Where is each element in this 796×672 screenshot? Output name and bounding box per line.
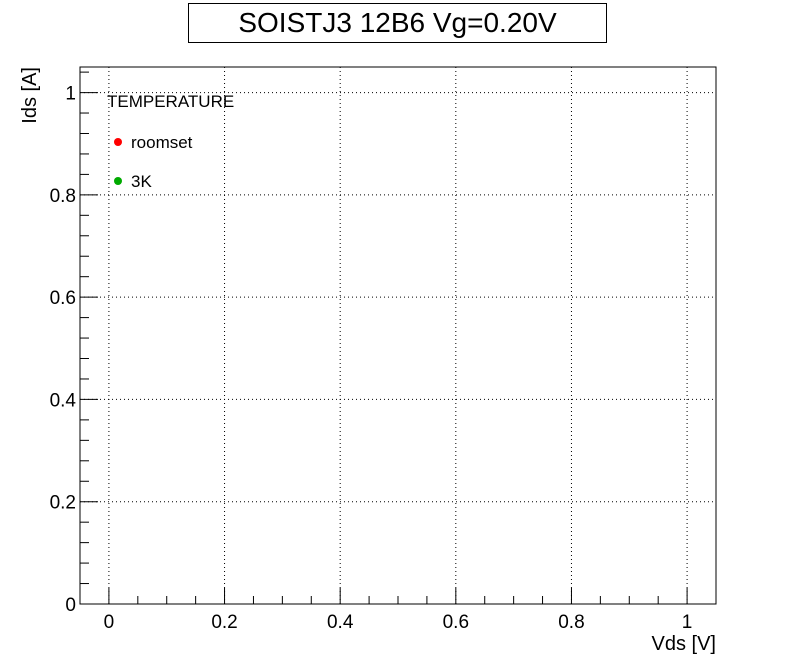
y-tick-label: 0.6 — [50, 288, 76, 309]
legend-marker-roomset — [114, 138, 122, 146]
y-tick-labels: 0 0.2 0.4 0.6 0.8 1 — [50, 84, 77, 616]
legend-title: TEMPERATURE — [107, 92, 234, 111]
x-tick-label: 0.4 — [327, 612, 354, 633]
chart-title: SOISTJ3 12B6 Vg=0.20V — [188, 3, 607, 43]
x-tick-label: 1 — [682, 612, 693, 633]
y-tick-label: 0 — [65, 595, 76, 616]
y-tick-label: 1 — [65, 84, 76, 105]
legend-label-roomset: roomset — [131, 133, 193, 152]
x-tick-labels: 0 0.2 0.4 0.6 0.8 1 — [104, 612, 693, 633]
x-axis-label: Vds [V] — [652, 633, 716, 655]
legend-label-3K: 3K — [131, 172, 152, 191]
y-tick-label: 0.2 — [50, 493, 76, 514]
grid-lines — [80, 67, 716, 605]
y-tick-label: 0.8 — [50, 186, 76, 207]
axis-ticks — [79, 71, 717, 605]
x-tick-label: 0 — [104, 612, 115, 633]
legend-marker-3K — [114, 177, 122, 185]
y-axis-label: Ids [A] — [19, 67, 41, 124]
legend: TEMPERATURE roomset 3K — [107, 92, 234, 191]
x-tick-label: 0.2 — [211, 612, 237, 633]
x-tick-label: 0.8 — [558, 612, 584, 633]
y-tick-label: 0.4 — [50, 390, 77, 411]
x-tick-label: 0.6 — [443, 612, 469, 633]
